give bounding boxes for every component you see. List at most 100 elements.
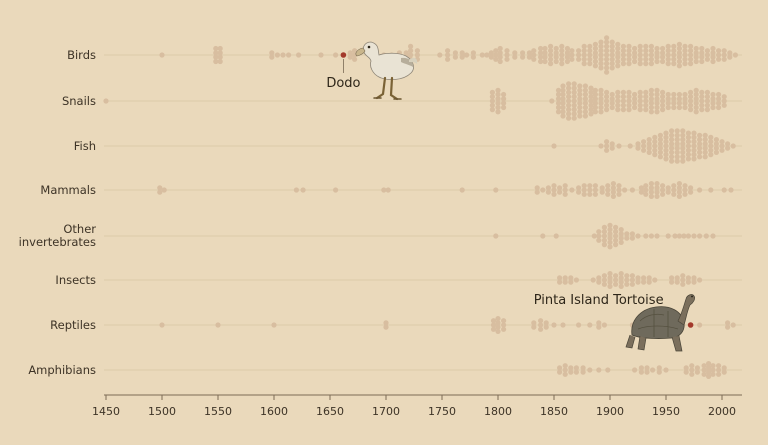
data-point bbox=[671, 191, 677, 197]
data-point bbox=[643, 183, 649, 189]
data-point bbox=[217, 58, 223, 65]
data-point bbox=[497, 58, 503, 65]
data-point bbox=[562, 363, 568, 369]
data-point bbox=[708, 139, 714, 145]
data-point bbox=[531, 52, 537, 58]
data-point bbox=[665, 43, 671, 50]
data-point bbox=[577, 109, 583, 115]
data-point bbox=[604, 89, 610, 95]
data-point bbox=[592, 87, 599, 93]
data-point bbox=[680, 128, 686, 134]
annotation-label: Dodo bbox=[326, 76, 360, 91]
data-point bbox=[672, 233, 678, 239]
data-point bbox=[613, 233, 619, 239]
data-point bbox=[629, 235, 636, 241]
data-point bbox=[691, 130, 697, 136]
data-point bbox=[660, 102, 666, 108]
data-point bbox=[691, 152, 697, 158]
data-point bbox=[676, 91, 683, 98]
data-point bbox=[592, 100, 599, 106]
dodo-illustration bbox=[355, 41, 418, 101]
data-point bbox=[582, 83, 589, 89]
data-point bbox=[557, 275, 563, 281]
annotation-label: Pinta Island Tortoise bbox=[534, 293, 664, 308]
data-point bbox=[648, 109, 655, 115]
data-point bbox=[587, 61, 593, 67]
data-point bbox=[571, 115, 577, 121]
data-point bbox=[607, 231, 613, 237]
data-point bbox=[713, 137, 720, 143]
data-point bbox=[604, 43, 610, 50]
data-point bbox=[632, 104, 638, 111]
data-point bbox=[732, 52, 739, 58]
data-point bbox=[635, 233, 641, 239]
data-point bbox=[548, 43, 554, 50]
data-point bbox=[682, 61, 688, 67]
data-point bbox=[624, 281, 630, 287]
data-point bbox=[721, 48, 727, 54]
data-point bbox=[713, 149, 720, 155]
data-point bbox=[629, 273, 636, 279]
data-point bbox=[581, 48, 587, 54]
data-point bbox=[553, 54, 559, 60]
data-point bbox=[601, 322, 608, 328]
data-point bbox=[445, 52, 451, 58]
data-point bbox=[665, 185, 671, 191]
data-point bbox=[616, 183, 622, 189]
data-point bbox=[445, 56, 451, 62]
data-point bbox=[688, 52, 694, 58]
data-point bbox=[657, 137, 664, 143]
data-point bbox=[660, 45, 666, 52]
data-point bbox=[657, 149, 664, 155]
data-point bbox=[280, 52, 286, 58]
data-point bbox=[526, 54, 533, 60]
data-point bbox=[669, 141, 675, 147]
data-point bbox=[587, 187, 593, 193]
data-point bbox=[592, 183, 599, 189]
data-point bbox=[543, 324, 549, 330]
data-point bbox=[676, 104, 683, 111]
data-point bbox=[665, 100, 671, 106]
data-point bbox=[592, 104, 599, 111]
x-tick-label: 2000 bbox=[708, 405, 736, 418]
data-point bbox=[604, 143, 610, 149]
data-point bbox=[699, 107, 705, 113]
data-point bbox=[697, 322, 703, 328]
x-tick-label: 1500 bbox=[148, 405, 176, 418]
data-point bbox=[582, 100, 589, 106]
data-point bbox=[464, 52, 470, 58]
data-point bbox=[607, 222, 613, 228]
data-point bbox=[710, 91, 716, 98]
data-point bbox=[697, 277, 703, 283]
data-point bbox=[710, 104, 716, 111]
data-point bbox=[685, 279, 692, 285]
tortoise-illustration bbox=[625, 294, 695, 352]
data-point bbox=[571, 107, 577, 113]
data-point bbox=[615, 98, 621, 104]
data-point bbox=[660, 94, 666, 100]
data-point bbox=[560, 109, 566, 115]
data-point bbox=[699, 58, 705, 65]
data-point bbox=[646, 279, 652, 285]
data-point bbox=[643, 61, 649, 67]
data-point bbox=[663, 147, 669, 153]
data-point bbox=[638, 189, 645, 195]
data-point bbox=[719, 139, 725, 145]
data-point bbox=[610, 189, 617, 195]
data-point bbox=[699, 89, 705, 95]
data-point bbox=[495, 96, 501, 102]
data-point bbox=[459, 50, 465, 56]
data-point bbox=[569, 56, 575, 62]
data-point bbox=[604, 56, 610, 62]
data-point bbox=[497, 50, 503, 56]
data-point bbox=[685, 139, 692, 145]
data-point bbox=[730, 322, 736, 328]
data-point bbox=[676, 54, 683, 60]
data-point bbox=[213, 58, 219, 65]
data-point bbox=[610, 193, 617, 199]
data-point bbox=[657, 145, 664, 151]
data-point bbox=[540, 233, 546, 239]
data-point bbox=[699, 98, 705, 104]
data-point bbox=[681, 233, 687, 239]
data-point bbox=[716, 371, 722, 377]
